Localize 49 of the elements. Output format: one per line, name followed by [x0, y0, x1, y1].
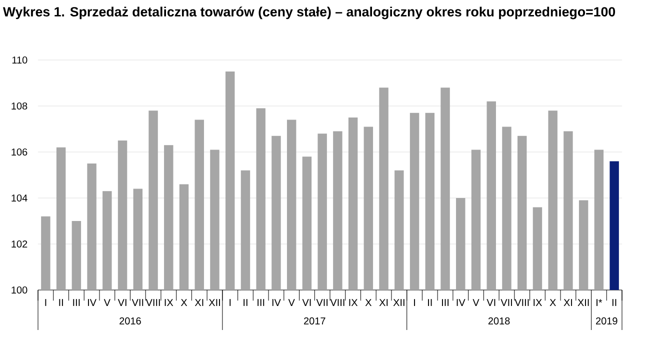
text: 2017 — [304, 317, 326, 324]
x-tick-label: I — [45, 299, 46, 306]
x-tick-label: X — [180, 299, 188, 306]
x-tick-label: VI — [302, 299, 311, 306]
text: 2019 — [596, 317, 618, 324]
text: 2018 — [488, 317, 510, 324]
x-tick-label: III — [258, 299, 264, 306]
x-tick-label: XII — [208, 299, 220, 306]
x-tick-label: XI — [194, 299, 204, 306]
y-tick-label: 102 — [12, 240, 28, 248]
x-tick-label: VIII — [330, 299, 344, 306]
y-tick-label: 108 — [12, 102, 28, 110]
x-tick-label: II — [612, 299, 616, 306]
x-tick-label: XII — [393, 299, 404, 306]
x-tick-label: IV — [456, 299, 466, 306]
x-tick-label: VI — [118, 299, 126, 306]
x-tick-label: X — [550, 299, 556, 306]
x-tick-label: I — [230, 299, 231, 306]
y-tick-label: 110 — [12, 56, 28, 64]
y-tick-label: 106 — [12, 148, 28, 156]
x-tick-label: VII — [500, 299, 512, 306]
x-tick-label: X — [365, 299, 372, 306]
x-tick-label: XI — [379, 299, 388, 306]
x-tick-label: V — [288, 299, 295, 306]
x-tick-label: VIII — [146, 299, 160, 306]
x-tick-label: XI — [564, 299, 572, 306]
x-tick-label: VII — [132, 299, 144, 306]
x-tick-label: IX — [349, 299, 358, 306]
x-tick-label: V — [472, 299, 480, 306]
y-tick-label: 104 — [12, 194, 28, 202]
x-tick-label: II — [244, 299, 248, 306]
x-tick-label: XII — [578, 299, 589, 306]
x-tick-label: II — [428, 299, 432, 306]
x-tick-label: I* — [596, 299, 602, 306]
x-tick-label: IV — [272, 299, 281, 306]
x-tick-label: III — [73, 299, 80, 306]
chart-title: Wykres 1. Sprzedaż detaliczna towarów (ceny stałe) – analogiczny okres roku poprzedniego=100 — [2, 6, 616, 20]
text: 2016 — [120, 317, 141, 324]
x-tick-label: V — [104, 299, 110, 306]
x-tick-label: II — [59, 299, 63, 306]
y-tick-label: 100 — [12, 286, 28, 294]
x-tick-label: IV — [88, 299, 96, 306]
x-tick-label: VI — [486, 299, 496, 306]
x-tick-label: VIII — [514, 299, 529, 306]
x-tick-label: IX — [534, 299, 542, 306]
x-tick-label: IX — [164, 299, 174, 306]
x-tick-label: I — [414, 299, 415, 306]
x-tick-label: VII — [316, 299, 328, 306]
x-tick-label: III — [442, 299, 449, 306]
